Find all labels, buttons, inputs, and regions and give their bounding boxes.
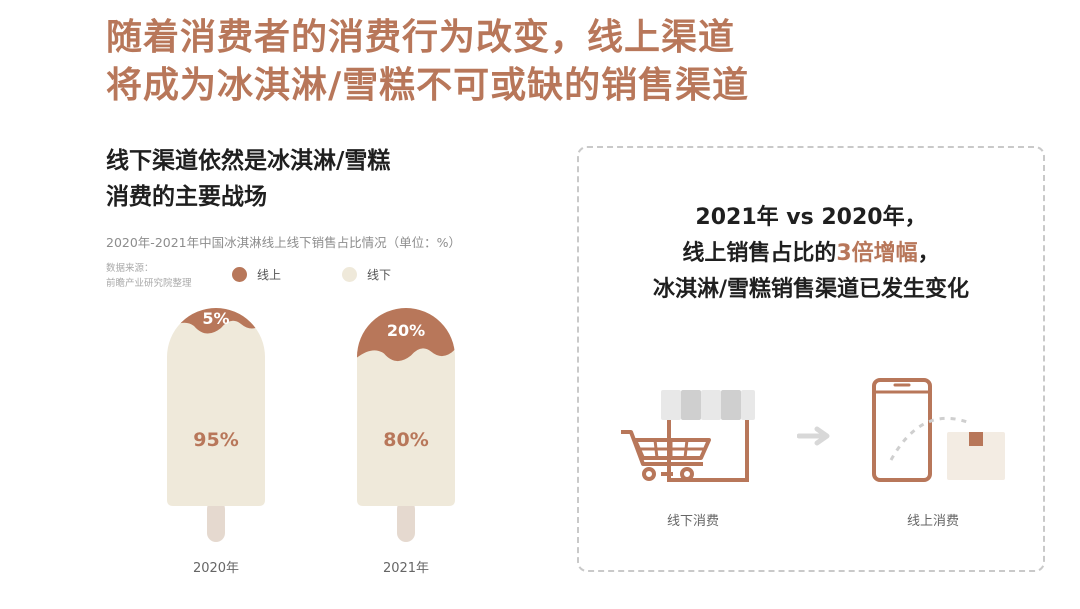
legend-swatch-online [232,267,247,282]
legend-item-online: 线上 [232,266,281,283]
data-source-name: 前瞻产业研究院整理 [106,278,192,289]
insight-text: 2021年 vs 2020年， 线上销售占比的3倍增幅， 冰淇淋/雪糕销售渠道已… [579,200,1043,308]
bar-offline-1 [357,308,455,506]
subheading-line-1: 线下渠道依然是冰淇淋/雪糕 [106,148,391,174]
offline-consumption-label: 线下消费 [667,514,720,529]
category-label-1: 2021年 [383,561,429,576]
data-source-label: 数据来源： [106,263,154,274]
popsicle-stick [397,500,415,542]
insight-line-1: 2021年 vs 2020年， [695,205,927,230]
popsicle-stick [207,500,225,542]
subheading: 线下渠道依然是冰淇淋/雪糕 消费的主要战场 [106,143,390,215]
insight-highlight: 3倍增幅 [836,241,918,266]
insight-line-2-text: 线上销售占比的 [682,241,837,266]
insight-panel: 2021年 vs 2020年， 线上销售占比的3倍增幅， 冰淇淋/雪糕销售渠道已… [577,146,1045,572]
legend-swatch-offline [342,267,357,282]
data-label-offline-1: 80% [383,429,428,451]
legend-item-offline: 线下 [342,266,391,283]
data-label-online-0: 5% [202,309,229,328]
data-label-online-1: 20% [387,321,425,340]
headline: 随着消费者的消费行为改变，线上渠道 将成为冰淇淋/雪糕不可或缺的销售渠道 [106,14,749,110]
insight-line-2: 线上销售占比的3倍增幅， [579,236,1043,272]
insight-line-2-comma: ， [917,241,940,266]
subheading-line-2: 消费的主要战场 [106,184,267,210]
arrow-right-icon [797,426,830,446]
headline-line-2: 将成为冰淇淋/雪糕不可或缺的销售渠道 [106,65,750,106]
chart-title: 2020年-2021年中国冰淇淋线上线下销售占比情况（单位：%） [106,235,462,250]
popsicle-chart: 5% 95% 2020年 20% 80% 2021年 [167,308,455,576]
shopping-cart-store-icon [621,390,755,482]
data-source: 数据来源： 前瞻产业研究院整理 [106,261,192,291]
headline-line-1: 随着消费者的消费行为改变，线上渠道 [106,17,736,58]
legend-label-offline: 线下 [367,268,392,282]
online-consumption-label: 线上消费 [907,514,960,529]
category-label-0: 2020年 [193,561,239,576]
legend-label-online: 线上 [257,268,282,282]
phone-parcel-icon [872,378,1005,482]
data-label-offline-0: 95% [193,429,238,451]
bar-online-1 [357,308,455,362]
insight-line-3: 冰淇淋/雪糕销售渠道已发生变化 [652,277,970,302]
bar-offline-0 [167,308,265,506]
